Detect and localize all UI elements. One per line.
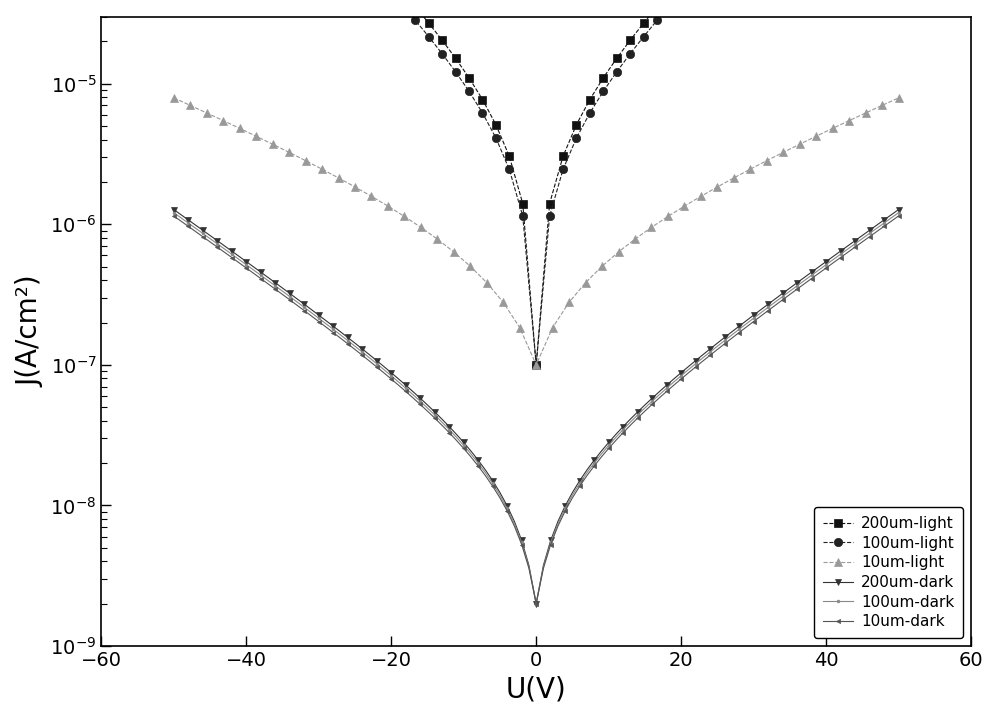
10um-light bbox=[613, 248, 625, 256]
10um-light bbox=[629, 235, 641, 243]
100um-dark bbox=[349, 342, 361, 351]
100um-dark bbox=[719, 336, 731, 345]
200um-dark bbox=[610, 430, 622, 438]
10um-light bbox=[514, 323, 526, 332]
100um-dark bbox=[610, 433, 622, 441]
Legend: 200um-light, 100um-light, 10um-light, 200um-dark, 100um-dark, 10um-dark: 200um-light, 100um-light, 10um-light, 20… bbox=[814, 507, 963, 638]
10um-dark bbox=[682, 369, 694, 377]
10um-light bbox=[662, 212, 674, 221]
100um-light bbox=[436, 50, 448, 58]
10um-light bbox=[827, 124, 839, 132]
10um-light bbox=[283, 148, 295, 157]
10um-light bbox=[794, 140, 806, 148]
10um-dark bbox=[893, 212, 905, 220]
10um-light bbox=[431, 235, 443, 243]
10um-light bbox=[728, 174, 740, 182]
100um-dark bbox=[530, 599, 542, 608]
10um-light bbox=[563, 298, 575, 307]
10um-dark bbox=[349, 345, 361, 354]
10um-light bbox=[300, 156, 312, 165]
Line: 100um-light: 100um-light bbox=[170, 0, 903, 369]
10um-light bbox=[415, 223, 427, 232]
100um-dark bbox=[893, 208, 905, 217]
10um-light bbox=[596, 262, 608, 271]
10um-dark bbox=[530, 599, 542, 608]
10um-dark bbox=[610, 436, 622, 445]
10um-light bbox=[349, 183, 361, 192]
Y-axis label: J(A/cm²): J(A/cm²) bbox=[17, 276, 45, 387]
10um-light bbox=[267, 140, 279, 148]
10um-light bbox=[547, 323, 559, 332]
200um-dark bbox=[719, 333, 731, 342]
100um-dark bbox=[682, 365, 694, 374]
Line: 10um-dark: 10um-dark bbox=[172, 214, 901, 606]
10um-light bbox=[382, 202, 394, 210]
200um-dark bbox=[893, 205, 905, 214]
10um-light bbox=[695, 192, 707, 201]
X-axis label: U(V): U(V) bbox=[506, 675, 567, 703]
10um-light bbox=[744, 165, 756, 174]
10um-light bbox=[843, 117, 855, 125]
10um-light bbox=[678, 202, 690, 210]
100um-dark bbox=[219, 245, 231, 253]
10um-light bbox=[365, 192, 377, 201]
10um-light bbox=[711, 183, 723, 192]
100um-dark bbox=[501, 504, 513, 513]
10um-light bbox=[234, 124, 246, 132]
10um-light bbox=[761, 156, 773, 165]
100um-light bbox=[530, 361, 542, 369]
Line: 200um-light: 200um-light bbox=[170, 0, 903, 369]
200um-dark bbox=[168, 205, 180, 214]
10um-light bbox=[497, 298, 509, 307]
10um-light bbox=[398, 212, 410, 221]
10um-light bbox=[464, 262, 476, 271]
10um-light bbox=[530, 361, 542, 369]
10um-light bbox=[860, 109, 872, 117]
10um-dark bbox=[219, 248, 231, 256]
10um-dark bbox=[168, 212, 180, 220]
200um-light bbox=[436, 36, 448, 45]
200um-dark bbox=[349, 339, 361, 348]
100um-dark bbox=[168, 208, 180, 217]
10um-light bbox=[448, 248, 460, 256]
200um-dark bbox=[530, 599, 542, 608]
10um-light bbox=[201, 109, 213, 117]
10um-dark bbox=[719, 339, 731, 348]
10um-light bbox=[217, 117, 229, 125]
200um-dark bbox=[219, 242, 231, 251]
10um-light bbox=[810, 132, 822, 140]
200um-dark bbox=[682, 362, 694, 371]
Line: 100um-dark: 100um-dark bbox=[172, 212, 900, 605]
10um-light bbox=[876, 101, 888, 109]
10um-light bbox=[481, 279, 493, 287]
10um-light bbox=[333, 174, 345, 182]
10um-light bbox=[580, 279, 592, 287]
10um-light bbox=[645, 223, 657, 232]
10um-dark bbox=[501, 507, 513, 516]
10um-light bbox=[250, 132, 262, 140]
10um-light bbox=[316, 165, 328, 174]
200um-light bbox=[530, 361, 542, 369]
10um-light bbox=[184, 101, 196, 109]
10um-light bbox=[168, 94, 180, 102]
Line: 200um-dark: 200um-dark bbox=[171, 207, 901, 606]
200um-dark bbox=[501, 502, 513, 510]
10um-light bbox=[777, 148, 789, 157]
10um-light bbox=[893, 94, 905, 102]
Line: 10um-light: 10um-light bbox=[170, 94, 903, 369]
